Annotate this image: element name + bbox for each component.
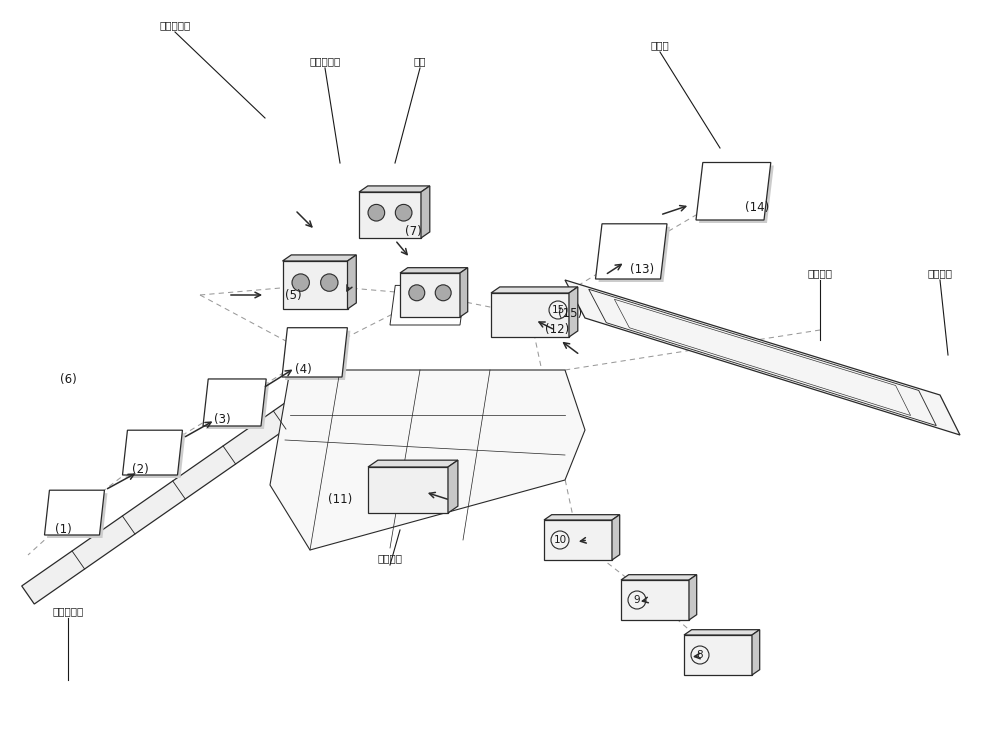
Circle shape xyxy=(321,274,338,291)
Polygon shape xyxy=(491,293,569,337)
Text: (14): (14) xyxy=(745,202,769,214)
Polygon shape xyxy=(460,268,468,317)
Text: 9: 9 xyxy=(634,595,640,605)
Circle shape xyxy=(368,205,385,221)
Text: (11): (11) xyxy=(328,493,352,507)
Text: (15): (15) xyxy=(558,306,582,319)
Polygon shape xyxy=(696,162,771,220)
Polygon shape xyxy=(752,629,760,675)
Text: 内圈条输送: 内圈条输送 xyxy=(159,20,191,30)
Polygon shape xyxy=(565,280,960,435)
Polygon shape xyxy=(44,491,104,535)
Text: 内圈条折叠: 内圈条折叠 xyxy=(309,56,341,66)
Polygon shape xyxy=(699,165,774,223)
Text: (3): (3) xyxy=(214,414,231,426)
Polygon shape xyxy=(285,330,350,380)
Polygon shape xyxy=(359,186,430,192)
Polygon shape xyxy=(390,285,465,325)
Polygon shape xyxy=(612,515,620,560)
Polygon shape xyxy=(400,273,460,317)
Circle shape xyxy=(435,285,451,300)
Polygon shape xyxy=(359,192,421,238)
Polygon shape xyxy=(22,376,336,604)
Text: (1): (1) xyxy=(55,523,72,537)
Polygon shape xyxy=(348,255,356,309)
Text: (6): (6) xyxy=(60,374,77,387)
Polygon shape xyxy=(598,227,670,282)
Polygon shape xyxy=(282,327,347,377)
Text: 模块: 模块 xyxy=(414,56,426,66)
Polygon shape xyxy=(684,629,760,635)
Polygon shape xyxy=(126,433,185,478)
Polygon shape xyxy=(206,382,269,429)
Polygon shape xyxy=(283,255,356,261)
Text: 面纸输送: 面纸输送 xyxy=(928,268,952,278)
Polygon shape xyxy=(48,493,107,538)
Polygon shape xyxy=(684,635,752,675)
Text: (5): (5) xyxy=(285,289,302,301)
Polygon shape xyxy=(621,580,689,620)
Text: 底型烟包: 底型烟包 xyxy=(378,553,402,563)
Polygon shape xyxy=(569,287,578,337)
Circle shape xyxy=(395,205,412,221)
Circle shape xyxy=(409,285,425,300)
Polygon shape xyxy=(621,575,697,580)
Text: (2): (2) xyxy=(132,463,149,477)
Polygon shape xyxy=(368,467,448,513)
Polygon shape xyxy=(596,224,667,279)
Polygon shape xyxy=(491,287,578,293)
Polygon shape xyxy=(122,431,182,475)
Polygon shape xyxy=(203,379,266,426)
Text: (13): (13) xyxy=(630,263,654,276)
Text: 上盒盖: 上盒盖 xyxy=(651,40,669,50)
Polygon shape xyxy=(283,261,348,309)
Polygon shape xyxy=(544,520,612,560)
Text: 8: 8 xyxy=(697,650,703,660)
Polygon shape xyxy=(544,515,620,520)
Text: 10: 10 xyxy=(553,535,567,545)
Text: 面纸涂胶: 面纸涂胶 xyxy=(808,268,832,278)
Polygon shape xyxy=(400,268,468,273)
Text: (7): (7) xyxy=(405,225,422,238)
Text: (12): (12) xyxy=(545,324,569,336)
Polygon shape xyxy=(689,575,697,620)
Circle shape xyxy=(292,274,309,291)
Text: 下盒盖面纸: 下盒盖面纸 xyxy=(52,606,84,616)
Polygon shape xyxy=(270,370,585,550)
Text: (4): (4) xyxy=(295,363,312,376)
Polygon shape xyxy=(448,460,458,513)
Text: 15: 15 xyxy=(551,305,565,315)
Polygon shape xyxy=(368,460,458,467)
Polygon shape xyxy=(421,186,430,238)
